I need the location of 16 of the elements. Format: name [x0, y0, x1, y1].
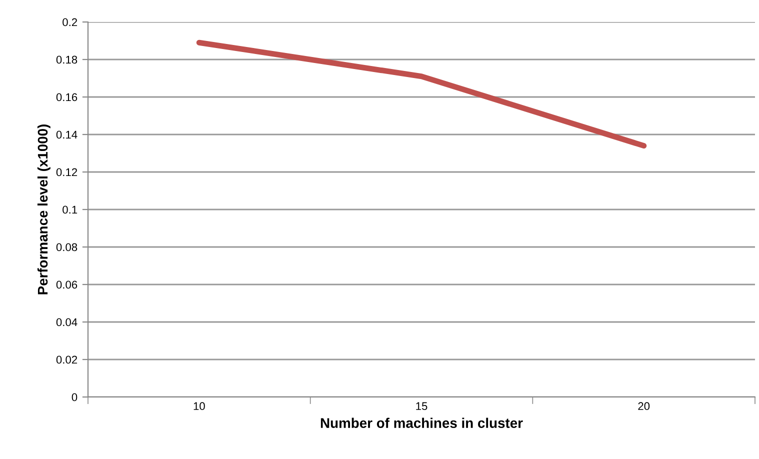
y-tick-label: 0.06 [56, 280, 78, 289]
y-tick-label: 0.18 [56, 56, 78, 64]
y-axis-title: Performance level (x1000) [37, 124, 50, 294]
x-axis-title: Number of machines in cluster [320, 418, 523, 428]
y-tick-label: 0.1 [62, 206, 78, 214]
x-tick-label: 10 [194, 402, 205, 410]
y-tick-label: 0.12 [56, 168, 78, 176]
y-tick-label: 0 [72, 393, 78, 402]
y-tick-label: 0.02 [56, 356, 78, 364]
y-tick-label: 0.2 [62, 18, 78, 26]
y-tick-label: 0.04 [56, 318, 78, 326]
y-tick-label: 0.08 [56, 243, 78, 252]
x-tick-label: 15 [416, 402, 428, 410]
y-tick-label: 0.16 [56, 93, 78, 102]
x-tick-label: 20 [638, 402, 650, 410]
y-tick-label: 0.14 [56, 130, 78, 139]
